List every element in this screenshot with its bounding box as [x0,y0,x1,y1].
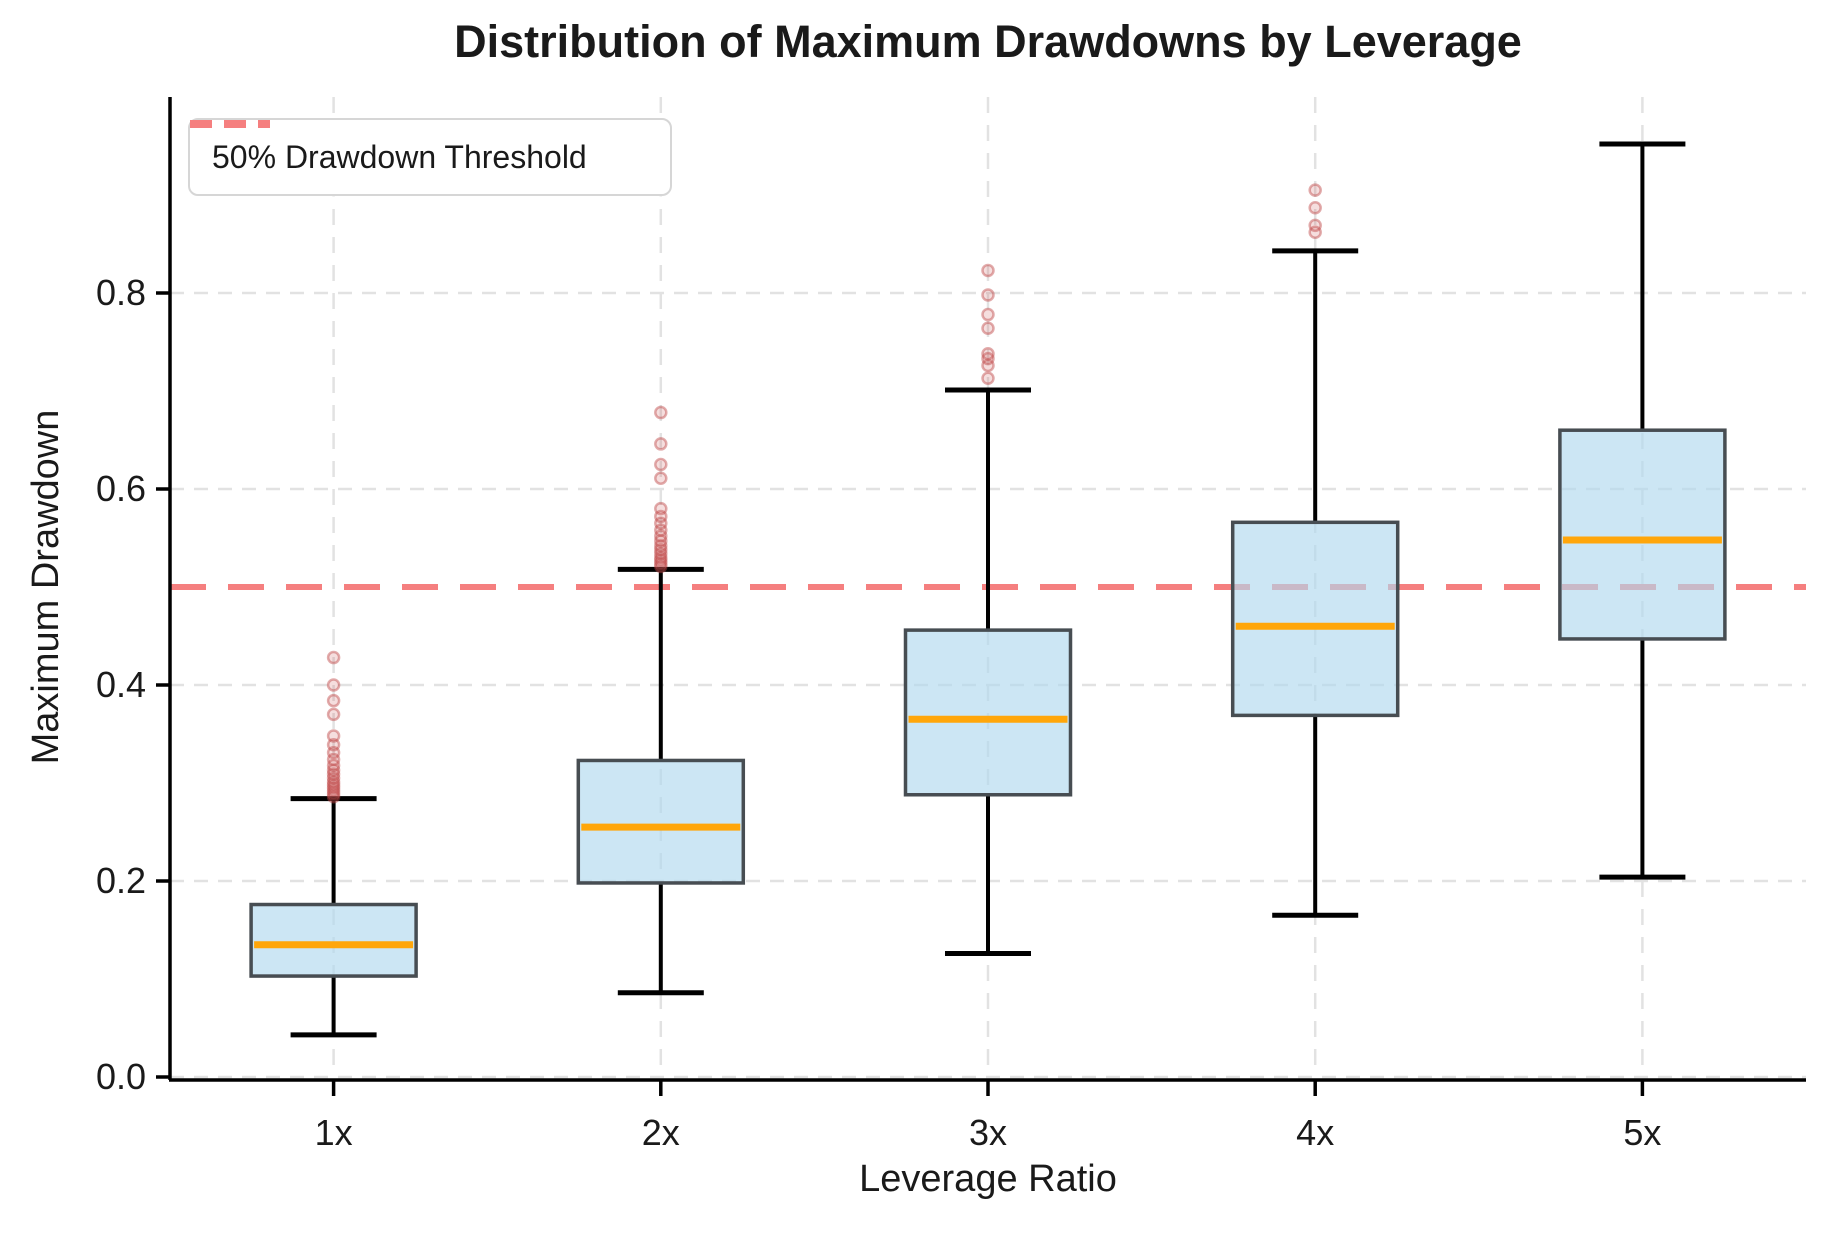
legend-label: 50% Drawdown Threshold [212,138,587,175]
outlier-point [981,321,995,336]
dashed-line-icon [190,120,270,128]
boxplot-box-1x [249,902,418,978]
y-tick-label: 0.2 [96,860,146,901]
boxplot-box-2x [576,758,746,885]
outlier-point [1308,225,1322,239]
outlier-point [654,405,668,420]
outlier-point [654,509,668,524]
outlier-point [326,758,341,773]
chart-title: Distribution of Maximum Drawdowns by Lev… [454,16,1522,67]
outlier-point [1308,200,1322,215]
outlier-point [1308,183,1322,197]
y-tick-label: 0.6 [96,468,146,509]
x-tick-label: 4x [1296,1112,1334,1153]
outlier-point [654,529,668,543]
outlier-point [326,693,341,708]
x-tick-label: 3x [969,1112,1007,1153]
outlier-point [654,546,668,561]
outlier-point [326,767,341,781]
outlier-point [981,263,995,278]
boxplot-box-5x [1558,428,1727,641]
outlier-point [326,650,341,665]
outlier-point [326,789,341,804]
outlier-point [326,678,341,692]
outlier-point [326,752,341,767]
boxplot-box-4x [1230,520,1400,718]
outlier-point [654,501,668,516]
outlier-point [654,534,668,548]
outlier-point [326,707,341,722]
outlier-point [1308,218,1322,233]
outlier-point [654,516,668,531]
outlier-point [326,763,341,778]
outlier-point [981,371,995,386]
y-tick-label: 0.0 [96,1056,146,1097]
outlier-point [326,778,341,792]
outlier-point [326,745,341,760]
outlier-point [981,347,995,361]
outlier-point [654,539,668,553]
outlier-point [654,437,668,451]
y-tick-label: 0.8 [96,272,146,313]
outlier-point [326,771,341,785]
x-tick-label: 2x [642,1112,680,1153]
x-axis-label: Leverage Ratio [859,1158,1117,1200]
outlier-point [654,457,668,472]
outlier-point [981,307,995,322]
outlier-point [654,559,668,574]
outlier-point [654,550,668,565]
outlier-point [654,471,668,485]
y-tick-label: 0.4 [96,664,146,705]
outlier-point [326,781,341,795]
boxplot-box-3x [903,628,1073,797]
outlier-point [654,523,668,537]
outlier-point [654,543,668,557]
outlier-point [654,556,668,571]
legend: 50% Drawdown Threshold [188,118,672,196]
outlier-point [326,729,341,743]
outlier-point [654,553,668,568]
outlier-point [326,784,341,798]
outlier-point [981,358,995,373]
x-tick-label: 1x [315,1112,353,1153]
y-axis-label: Maximum Drawdown [25,409,67,765]
outlier-point [326,738,341,752]
outlier-point [981,288,995,302]
outlier-point [326,787,341,801]
outlier-point [326,775,341,789]
outlier-point [981,351,995,366]
x-tick-label: 5x [1623,1112,1661,1153]
